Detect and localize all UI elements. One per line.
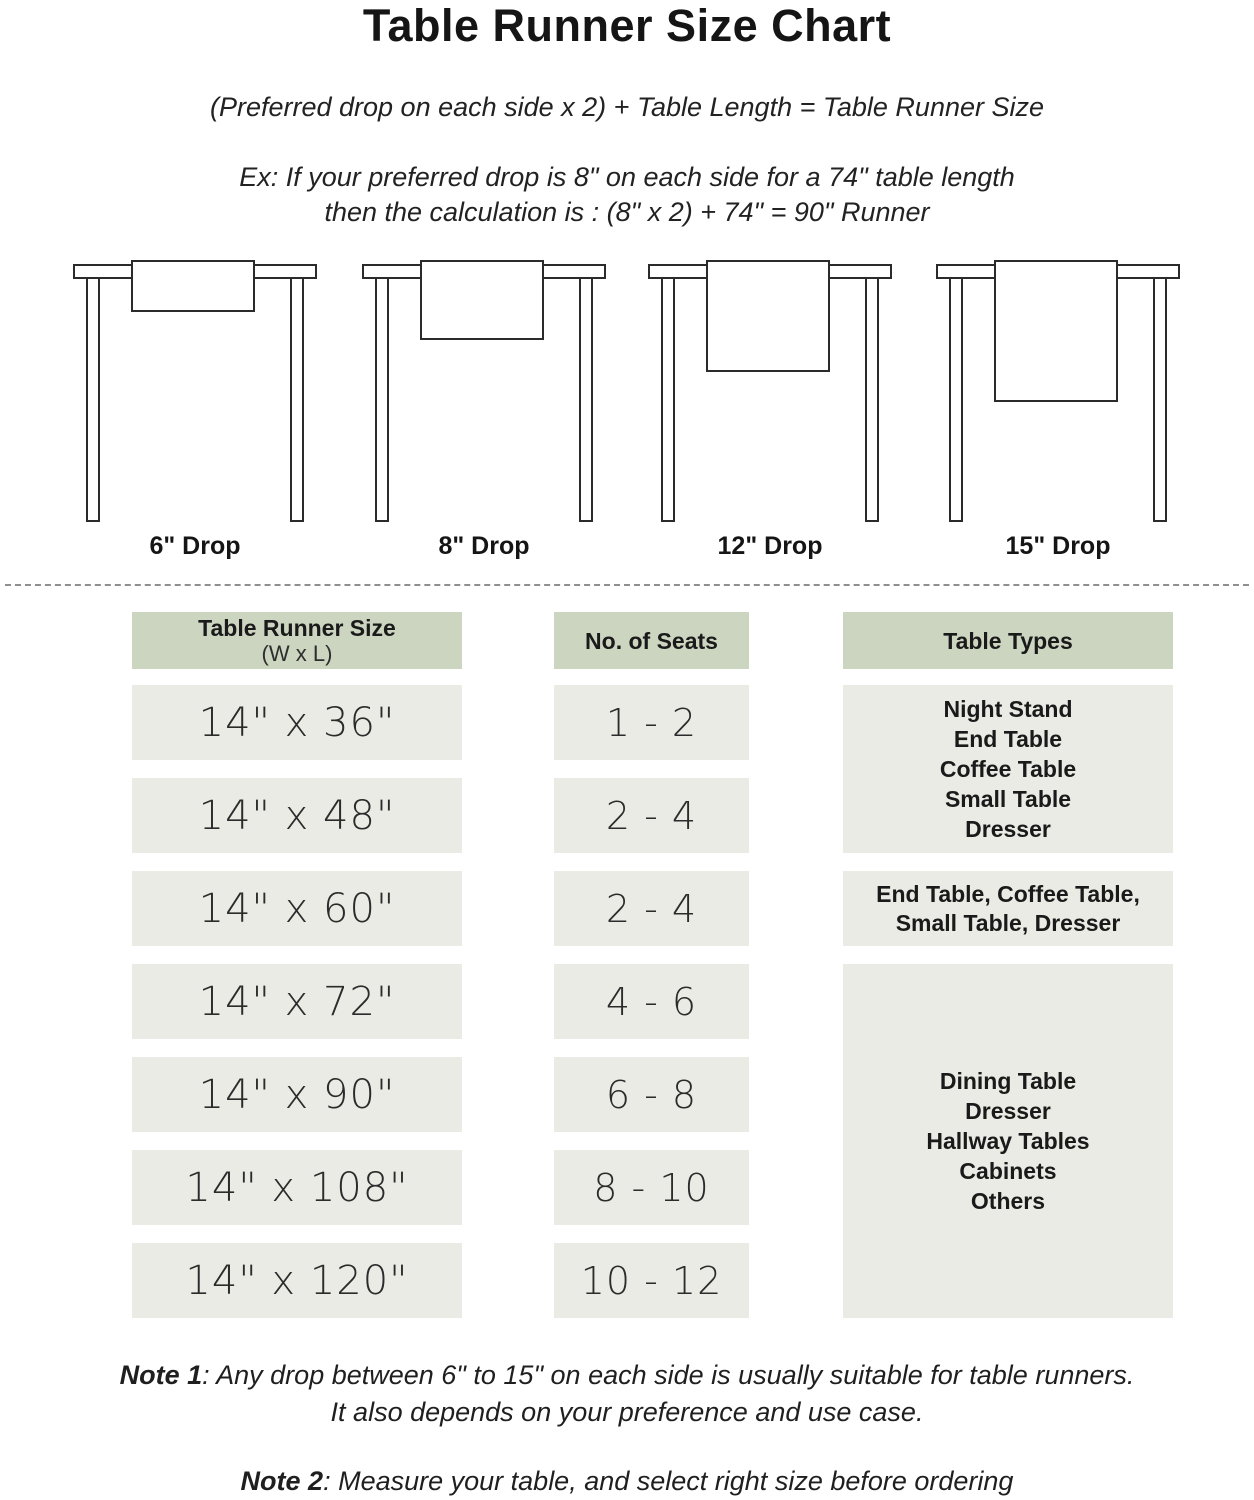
runner-shape [706,260,830,372]
runner-shape [994,260,1118,402]
drop-label-6: 6" Drop [149,532,241,560]
size-cell-14x108: 14" x 108" [132,1150,462,1225]
seats-cell-row3: 2 - 4 [554,871,749,946]
table-leg-left [949,277,963,522]
drop-label-8: 8" Drop [438,532,530,560]
example-text: Ex: If your preferred drop is 8" on each… [0,160,1254,230]
example-line-2: then the calculation is : (8" x 2) + 74"… [324,197,930,227]
size-cell-14x36: 14" x 36" [132,685,462,760]
formula-text: (Preferred drop on each side x 2) + Tabl… [209,92,1045,122]
types-cell-large-tables: Dining Table Dresser Hallway Tables Cabi… [843,964,1173,1318]
header-table-runner-size: Table Runner Size (W x L) [132,612,462,669]
note-1-line-1: Note 1: Any drop between 6" to 15" on ea… [119,1360,1135,1390]
header-size-subtitle: (W x L) [261,641,333,666]
runner-shape [131,260,255,312]
header-no-of-seats: No. of Seats [554,612,749,669]
table-leg-left [86,277,100,522]
drop-label-15: 15" Drop [1005,532,1111,560]
table-leg-right [579,277,593,522]
drop-diagrams: 6" Drop 8" Drop 12" Drop 15" Drop [0,260,1254,560]
note-2: Note 2: Measure your table, and select r… [240,1466,1014,1496]
table-leg-left [661,277,675,522]
seats-cell-row7: 10 - 12 [554,1243,749,1318]
table-leg-right [865,277,879,522]
table-leg-left [375,277,389,522]
page-title: Table Runner Size Chart [362,0,892,51]
dashed-divider [5,584,1249,586]
runner-shape [420,260,544,340]
table-leg-right [1153,277,1167,522]
size-cell-14x60: 14" x 60" [132,871,462,946]
types-cell-small-tables: Night Stand End Table Coffee Table Small… [843,685,1173,853]
seats-cell-row2: 2 - 4 [554,778,749,853]
table-diagram-8-drop: 8" Drop [362,260,606,560]
seats-cell-row6: 8 - 10 [554,1150,749,1225]
table-leg-right [290,277,304,522]
drop-label-12: 12" Drop [717,532,823,560]
size-cell-14x120: 14" x 120" [132,1243,462,1318]
table-diagram-6-drop: 6" Drop [73,260,317,560]
size-cell-14x72: 14" x 72" [132,964,462,1039]
seats-cell-row4: 4 - 6 [554,964,749,1039]
note-1-line-2: It also depends on your preference and u… [330,1397,924,1427]
table-diagram-15-drop: 15" Drop [936,260,1180,560]
header-size-title: Table Runner Size [198,615,396,641]
note-1: Note 1: Any drop between 6" to 15" on ea… [0,1357,1254,1431]
size-cell-14x90: 14" x 90" [132,1057,462,1132]
header-table-types: Table Types [843,612,1173,669]
seats-cell-row1: 1 - 2 [554,685,749,760]
size-cell-14x48: 14" x 48" [132,778,462,853]
example-line-1: Ex: If your preferred drop is 8" on each… [239,162,1015,192]
seats-cell-row5: 6 - 8 [554,1057,749,1132]
table-diagram-12-drop: 12" Drop [648,260,892,560]
types-cell-medium-tables: End Table, Coffee Table, Small Table, Dr… [843,871,1173,946]
